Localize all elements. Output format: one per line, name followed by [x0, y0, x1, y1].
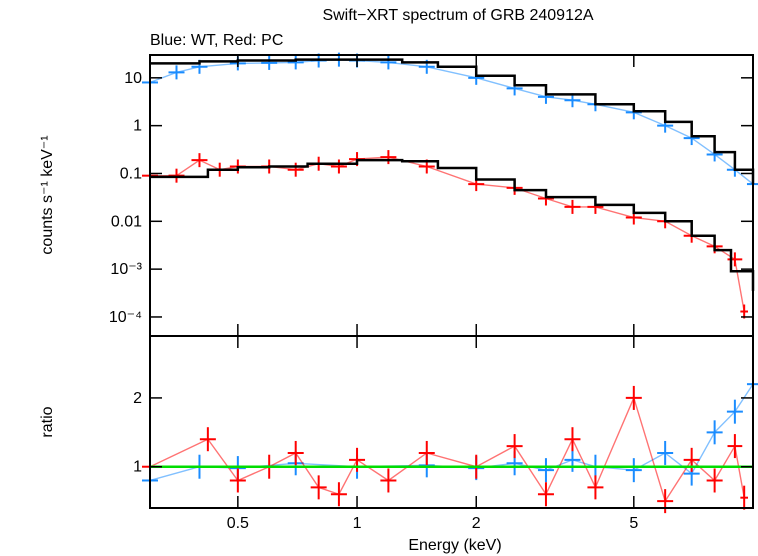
ratio-y-tick-label: 2	[133, 390, 142, 407]
pc-spectrum-point	[380, 150, 397, 165]
pc-ratio-point	[349, 447, 366, 472]
y-tick-label: 10⁻³	[110, 261, 142, 278]
pc-spectrum-point	[740, 304, 749, 319]
x-tick-label: 1	[353, 515, 362, 532]
wt-spectrum-trace	[149, 58, 754, 185]
pc-spectrum-point	[330, 159, 347, 174]
pc-ratio-point	[564, 427, 581, 452]
pc-ratio-point	[418, 440, 435, 465]
pc-ratio-point	[625, 385, 642, 410]
pc-ratio-point	[537, 482, 554, 507]
pc-spectrum-point	[191, 153, 208, 168]
pc-ratio-point	[727, 434, 743, 459]
pc-ratio-point	[287, 440, 304, 465]
wt-ratio-point	[726, 399, 743, 424]
wt-ratio-point	[657, 440, 674, 465]
pc-ratio-point	[199, 427, 216, 452]
ratio-y-tick-label: 1	[133, 459, 142, 476]
x-axis-label: Energy (keV)	[408, 537, 501, 554]
ratio-frame	[149, 335, 754, 509]
ratio-ticks: 0.5 1 2 5 1 2	[133, 336, 753, 532]
wt-spectrum-point	[261, 55, 278, 70]
y-tick-label: 10⁻⁴	[109, 309, 142, 326]
x-tick-label: 0.5	[227, 515, 249, 532]
pc-ratio-point	[587, 475, 604, 500]
ratio-panel: 0.5 1 2 5 1 2 ratio Energy (keV)	[39, 335, 758, 554]
ratio-marks	[142, 372, 758, 514]
pc-ratio-point	[506, 434, 523, 459]
pc-spectrum-trace	[150, 156, 745, 312]
wt-ratio-point	[706, 420, 723, 445]
chart-subtitle: Blue: WT, Red: PC	[150, 32, 283, 49]
spectrum-marks	[142, 52, 758, 319]
wt-model-line	[150, 58, 755, 185]
wt-ratio-point	[625, 458, 642, 483]
y-tick-label: 0.01	[111, 213, 142, 230]
pc-ratio-point	[310, 475, 327, 500]
spectrum-y-ticks: 10 1 0.1 0.01 10⁻³ 10⁻⁴	[109, 55, 753, 336]
wt-spectrum-point	[287, 55, 304, 70]
pc-ratio-point	[229, 468, 246, 493]
x-tick-label: 2	[472, 515, 481, 532]
pc-spectrum-point	[564, 199, 581, 214]
spectrum-frame	[149, 54, 754, 337]
ratio-y-axis-label: ratio	[39, 406, 56, 437]
wt-spectrum-point	[380, 55, 397, 70]
pc-ratio-trace	[149, 395, 745, 503]
y-tick-label: 1	[133, 118, 142, 135]
wt-ratio-point	[537, 458, 554, 483]
y-tick-label: 10	[124, 70, 142, 87]
spectrum-y-axis-label: counts s⁻¹ keV⁻¹	[39, 135, 56, 254]
pc-spectrum-point	[727, 252, 743, 267]
pc-ratio-point	[740, 485, 749, 510]
pc-model-line	[150, 158, 755, 291]
pc-ratio-point	[380, 468, 397, 493]
pc-ratio-point	[330, 482, 347, 507]
wt-spectrum-point	[168, 65, 185, 80]
pc-spectrum-point	[287, 162, 304, 177]
y-tick-label: 0.1	[120, 165, 142, 182]
spectrum-panel: 10 1 0.1 0.01 10⁻³ 10⁻⁴ counts s⁻¹ keV⁻¹	[39, 52, 758, 337]
pc-ratio-point	[706, 468, 723, 493]
pc-ratio-point	[657, 489, 674, 514]
chart-title: Swift−XRT spectrum of GRB 240912A	[322, 7, 593, 24]
x-tick-label: 5	[629, 515, 638, 532]
